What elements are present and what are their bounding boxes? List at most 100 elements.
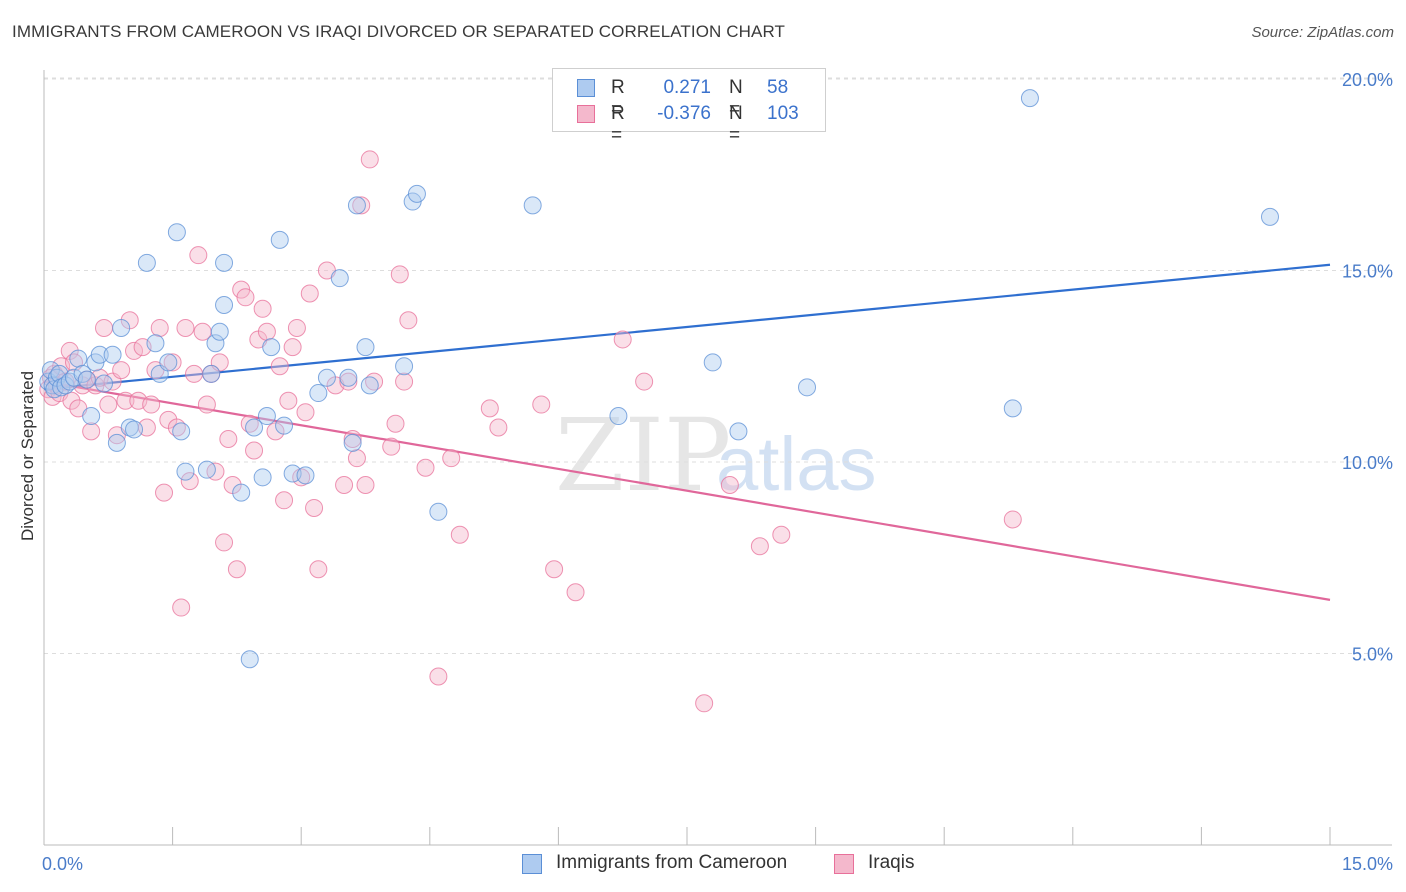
data-point-cameroon	[1020, 89, 1039, 108]
legend-n-value: 103	[767, 103, 799, 124]
data-point-cameroon	[112, 318, 131, 337]
legend: R = 0.271 N = 58 R = -0.376 N = 103	[552, 68, 826, 146]
data-point-iraqis	[390, 265, 409, 284]
data-point-iraqis	[480, 399, 499, 418]
data-point-iraqis	[399, 311, 418, 330]
data-point-cameroon	[167, 223, 186, 242]
watermark-atlas: atlas	[716, 422, 877, 507]
data-point-cameroon	[395, 357, 414, 376]
data-point-cameroon	[339, 368, 358, 387]
trend-line-cameroon	[43, 263, 1331, 391]
legend-n-label: N =	[729, 103, 743, 146]
data-point-cameroon	[77, 370, 96, 389]
data-point-cameroon	[523, 196, 542, 215]
data-point-cameroon	[317, 368, 336, 387]
legend-r-value: 0.271	[663, 77, 711, 98]
data-point-iraqis	[360, 150, 379, 169]
legend-r-label: R =	[611, 103, 625, 146]
data-point-iraqis	[635, 372, 654, 391]
data-point-iraqis	[300, 284, 319, 303]
data-point-cameroon	[172, 422, 191, 441]
data-point-cameroon	[50, 364, 69, 383]
data-point-iraqis	[750, 537, 769, 556]
data-point-cameroon	[275, 416, 294, 435]
data-point-iraqis	[772, 525, 791, 544]
data-point-cameroon	[107, 433, 126, 452]
data-point-cameroon	[206, 334, 225, 353]
data-point-iraqis	[180, 472, 199, 491]
legend-n-value: 58	[767, 77, 789, 98]
x-tick-label: 0.0%	[42, 854, 83, 874]
legend-n-label: N =	[729, 77, 743, 120]
data-point-iraqis	[566, 583, 585, 602]
data-point-cameroon	[215, 253, 234, 272]
data-point-iraqis	[356, 475, 375, 494]
data-point-cameroon	[296, 466, 315, 485]
data-point-cameroon	[309, 384, 328, 403]
data-point-iraqis	[116, 391, 135, 410]
data-point-cameroon	[176, 462, 195, 481]
legend-r-value: -0.376	[657, 103, 711, 124]
data-point-iraqis	[257, 322, 276, 341]
data-point-cameroon	[407, 184, 426, 203]
data-point-cameroon	[347, 196, 366, 215]
data-point-cameroon	[232, 483, 251, 502]
data-point-iraqis	[62, 391, 81, 410]
bottom-legend-label: Immigrants from Cameroon	[556, 852, 788, 873]
y-axis-label: Divorced or Separated	[18, 371, 37, 541]
data-point-iraqis	[176, 318, 195, 337]
y-tick-label: 5.0%	[1352, 645, 1393, 665]
data-point-cameroon	[210, 322, 229, 341]
data-point-iraqis	[270, 357, 289, 376]
data-point-cameroon	[125, 420, 144, 439]
data-point-iraqis	[613, 330, 632, 349]
data-point-iraqis	[99, 395, 118, 414]
legend-r-label: R =	[611, 77, 625, 120]
data-point-iraqis	[545, 560, 564, 579]
data-point-iraqis	[489, 418, 508, 437]
data-point-iraqis	[215, 533, 234, 552]
data-point-iraqis	[219, 430, 238, 449]
data-point-iraqis	[395, 372, 414, 391]
bottom-legend-swatch-blue	[522, 854, 542, 874]
data-point-iraqis	[450, 525, 469, 544]
data-point-cameroon	[429, 502, 448, 521]
data-point-iraqis	[287, 318, 306, 337]
data-point-cameroon	[257, 407, 276, 426]
y-tick-label: 15.0%	[1342, 262, 1393, 282]
data-point-iraqis	[1003, 510, 1022, 529]
legend-swatch-blue	[577, 79, 595, 97]
data-point-cameroon	[798, 378, 817, 397]
data-point-iraqis	[150, 318, 169, 337]
y-tick-label: 10.0%	[1342, 453, 1393, 473]
data-point-cameroon	[82, 407, 101, 426]
data-point-cameroon	[90, 345, 109, 364]
data-point-iraqis	[227, 560, 246, 579]
data-point-cameroon	[215, 295, 234, 314]
data-point-cameroon	[146, 334, 165, 353]
data-point-iraqis	[429, 667, 448, 686]
data-point-cameroon	[1003, 399, 1022, 418]
data-point-iraqis	[253, 299, 272, 318]
data-point-iraqis	[296, 403, 315, 422]
watermark-zip: ZIP	[555, 397, 731, 514]
data-point-iraqis	[172, 598, 191, 617]
source-label: Source: ZipAtlas.com	[1251, 24, 1394, 41]
data-point-iraqis	[266, 422, 285, 441]
data-point-iraqis	[189, 246, 208, 265]
data-point-cameroon	[103, 345, 122, 364]
data-point-cameroon	[360, 376, 379, 395]
data-point-iraqis	[416, 458, 435, 477]
data-point-cameroon	[95, 374, 114, 393]
data-point-iraqis	[347, 449, 366, 468]
data-point-iraqis	[275, 491, 294, 510]
data-point-iraqis	[343, 430, 362, 449]
data-point-cameroon	[240, 650, 259, 669]
data-point-iraqis	[125, 341, 144, 360]
y-tick-label: 20.0%	[1342, 70, 1393, 90]
data-point-cameroon	[609, 407, 628, 426]
data-point-cameroon	[356, 338, 375, 357]
data-point-iraqis	[309, 560, 328, 579]
data-point-cameroon	[703, 353, 722, 372]
